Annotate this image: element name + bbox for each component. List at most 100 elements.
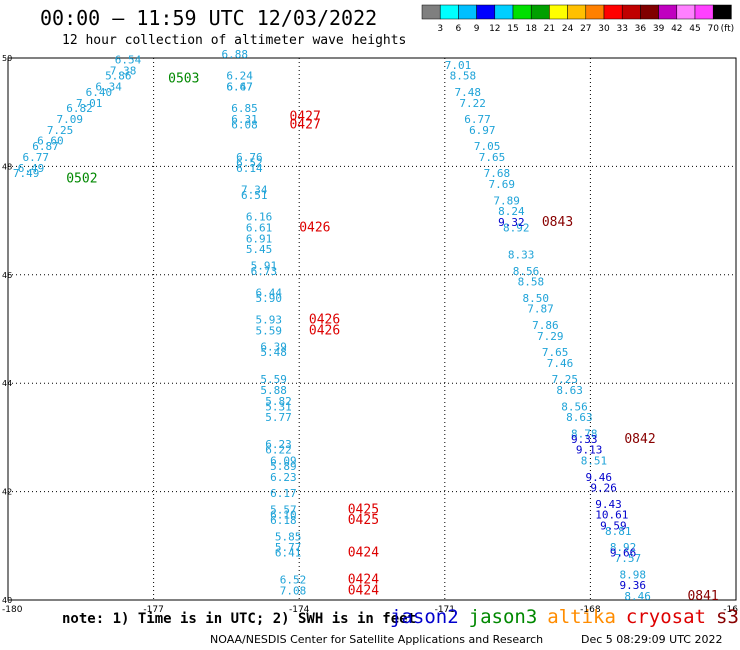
satellite-legend-entry: jason2 (390, 606, 459, 628)
axis-labels: -180 -177 -174 -171 -168 -16 50 48 46 44 42 40 (2, 54, 738, 615)
pass-time-label: 0842 (624, 432, 655, 447)
wave-height-value: 9.66 (610, 547, 637, 560)
wave-height-value: 6.39 (260, 341, 287, 354)
color-scale-label: 9 (474, 24, 480, 34)
wave-height-value: 6.34 (95, 81, 122, 94)
wave-height-value: 5.85 (275, 530, 302, 543)
altimeter-tracks: 6.547.385.866.346.407.016.827.097.256.60… (13, 48, 651, 603)
credit-line: NOAA/NESDIS Center for Satellite Applica… (210, 633, 544, 646)
pass-time-label: 0503 (168, 71, 199, 86)
wave-height-value: 6.87 (32, 140, 59, 153)
wave-height-value: 5.59 (260, 373, 287, 386)
pass-time-labels: 0503050204270427042604260426042504250424… (66, 71, 719, 604)
color-scale-label: 42 (671, 24, 682, 34)
wave-height-value: 8.78 (571, 427, 598, 440)
wave-height-value: 6.52 (280, 574, 307, 587)
wave-height-value: 8.56 (513, 265, 540, 278)
wave-height-value: 6.61 (246, 221, 273, 234)
pass-time-label: 0426 (299, 220, 330, 235)
wave-height-value: 7.86 (532, 319, 559, 332)
pass-time-label: 0426 (309, 323, 340, 338)
wave-height-value: 6.88 (222, 48, 249, 61)
wave-height-value: 7.25 (47, 124, 74, 137)
wave-height-value: 8.46 (624, 590, 651, 603)
wave-height-value: 5.77 (275, 541, 302, 554)
longitude-tick-label: -16 (723, 605, 738, 615)
wave-height-value: 7.48 (455, 86, 482, 99)
wave-height-value: 6.54 (115, 53, 142, 66)
wave-height-value: 7.34 (241, 184, 268, 197)
color-scale-label: 15 (507, 24, 518, 34)
color-scale-label: 3 (437, 24, 443, 34)
pass-time-label: 0425 (348, 502, 379, 517)
wave-height-value: 5.88 (260, 384, 287, 397)
wave-height-value: 7.87 (527, 303, 554, 316)
pass-time-label: 0427 (289, 109, 320, 124)
color-scale-label: 30 (598, 24, 610, 34)
wave-height-value: 8.92 (610, 541, 637, 554)
wave-height-value: 6.97 (469, 124, 496, 137)
wave-height-value: 8.33 (508, 249, 534, 262)
wave-height-value: 8.24 (498, 205, 525, 218)
wave-height-value: 7.68 (484, 167, 511, 180)
satellite-legend-entry: jason3 (468, 606, 538, 628)
color-scale-label: 70 (707, 24, 719, 34)
color-scale-label: 33 (616, 24, 627, 34)
wave-height-value: 6.24 (226, 70, 253, 83)
wave-height-value: 8.58 (450, 70, 477, 83)
wave-height-value: 6.85 (231, 102, 258, 115)
wave-height-value: 8.63 (566, 411, 593, 424)
pass-time-label: 0502 (66, 172, 97, 187)
wave-height-value: 6.44 (256, 286, 283, 299)
color-scale-label: 24 (562, 24, 574, 34)
map-frame (7, 57, 737, 601)
color-scale-label: 45 (689, 24, 700, 34)
color-scale-unit: (ft) (721, 24, 735, 34)
pass-time-label: 0425 (348, 513, 379, 528)
wave-height-value: 6.52 (236, 156, 263, 169)
wave-height-value: 10.61 (595, 509, 628, 522)
color-scale-label: 12 (489, 24, 500, 34)
wave-height-value: 8.81 (605, 525, 632, 538)
wave-height-value: 6.17 (270, 487, 297, 500)
latitude-tick-label: 44 (2, 379, 12, 388)
wave-height-value: 5.90 (256, 292, 283, 305)
latitude-tick-label: 50 (2, 54, 12, 63)
wave-height-value: 5.91 (251, 259, 278, 272)
wave-height-value: 7.01 (76, 97, 103, 110)
wave-height-value: 9.26 (590, 482, 617, 495)
latitude-tick-label: 48 (2, 162, 12, 171)
wave-height-value: 8.50 (522, 292, 549, 305)
wave-height-value: 5.45 (246, 243, 273, 256)
color-scale-label: 39 (653, 24, 665, 34)
wave-height-value: 9.32 (498, 216, 524, 229)
wave-height-value: 9.43 (595, 498, 622, 511)
longitude-tick-label: -177 (143, 605, 163, 615)
pass-time-label: 0843 (542, 215, 573, 230)
color-swatch (712, 4, 732, 20)
wave-height-value: 6.60 (37, 135, 64, 148)
wave-height-value: 6.08 (231, 118, 258, 131)
wave-height-value: 6.16 (246, 211, 273, 224)
wave-height-value: 5.77 (265, 411, 292, 424)
color-scale-label: 6 (456, 24, 462, 34)
page-title: 00:00 – 11:59 UTC 12/03/2022 (40, 6, 378, 30)
wave-height-value: 7.57 (615, 552, 642, 565)
pass-time-label: 0424 (348, 546, 379, 561)
wave-height-value: 6.40 (86, 86, 113, 99)
wave-height-value: 5.93 (256, 314, 283, 327)
latitude-tick-label: 40 (2, 596, 12, 605)
wave-height-value: 6.41 (275, 547, 302, 560)
wave-height-value: 5.57 (270, 503, 297, 516)
color-scale-label: 21 (544, 24, 555, 34)
wave-height-value: 6.76 (236, 151, 263, 164)
wave-height-value: 5.48 (260, 346, 287, 359)
map-grid (7, 57, 737, 601)
wave-height-value: 6.77 (23, 151, 49, 164)
wave-height-value: 6.22 (265, 444, 292, 457)
wave-height-value: 6.82 (66, 102, 93, 115)
wave-height-value: 7.22 (459, 97, 486, 110)
wave-height-value: 9.33 (571, 433, 598, 446)
wave-height-value: 9.13 (576, 444, 603, 457)
